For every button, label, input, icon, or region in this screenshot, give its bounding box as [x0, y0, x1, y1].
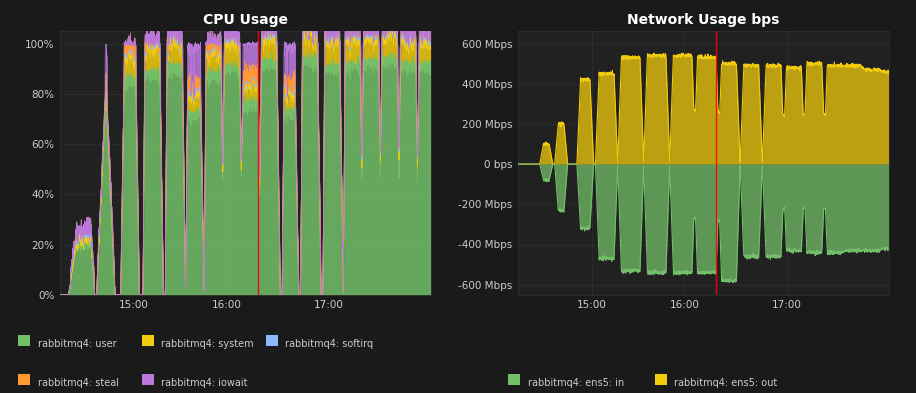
Title: CPU Usage: CPU Usage	[202, 13, 288, 28]
Text: rabbitmq4: system: rabbitmq4: system	[161, 339, 254, 349]
Text: rabbitmq4: ens5: out: rabbitmq4: ens5: out	[674, 378, 778, 388]
Text: rabbitmq4: user: rabbitmq4: user	[38, 339, 116, 349]
Text: rabbitmq4: ens5: in: rabbitmq4: ens5: in	[528, 378, 624, 388]
Text: rabbitmq4: iowait: rabbitmq4: iowait	[161, 378, 247, 388]
Text: rabbitmq4: softirq: rabbitmq4: softirq	[285, 339, 373, 349]
Text: rabbitmq4: steal: rabbitmq4: steal	[38, 378, 118, 388]
Title: Network Usage bps: Network Usage bps	[627, 13, 780, 28]
